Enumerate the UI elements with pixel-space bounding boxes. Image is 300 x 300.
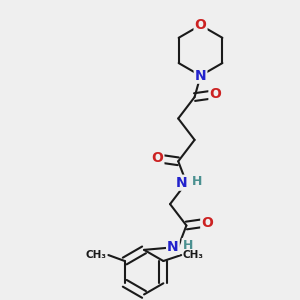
Text: N: N (176, 176, 188, 190)
Text: N: N (167, 240, 179, 254)
Text: N: N (195, 69, 206, 83)
Text: O: O (152, 151, 164, 165)
Text: O: O (195, 18, 206, 32)
Text: H: H (192, 175, 202, 188)
Text: O: O (209, 87, 221, 101)
Text: CH₃: CH₃ (183, 250, 204, 260)
Text: CH₃: CH₃ (86, 250, 107, 260)
Text: O: O (201, 215, 213, 230)
Text: H: H (183, 239, 193, 252)
